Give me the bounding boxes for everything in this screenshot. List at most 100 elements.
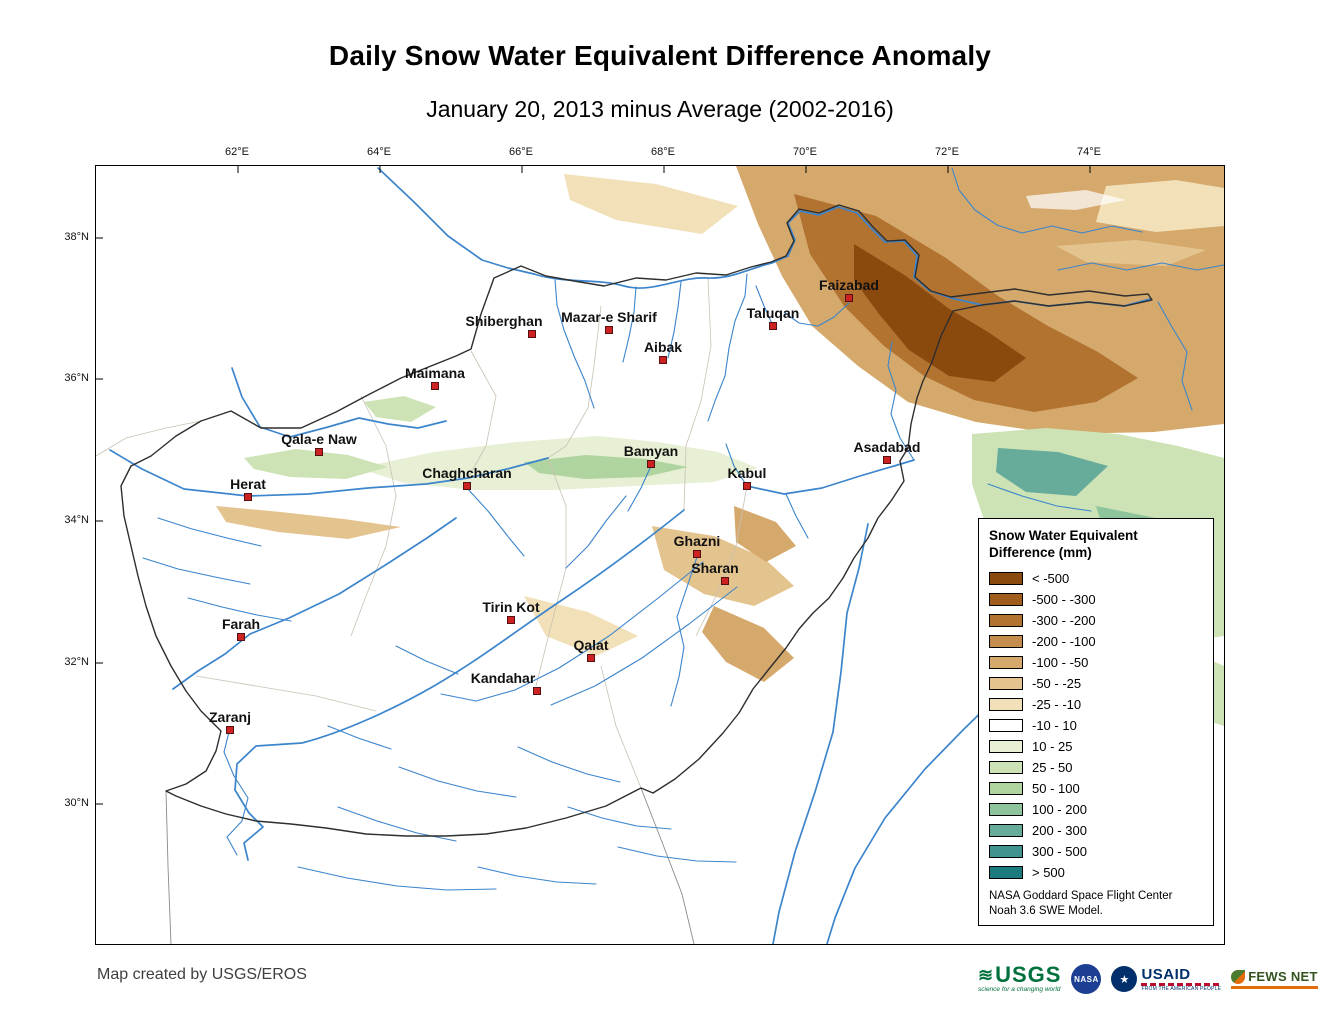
- city-label-mazar-e-sharif: Mazar-e Sharif: [561, 309, 657, 325]
- legend-label: -50 - -25: [1032, 675, 1082, 691]
- legend-swatch: [989, 655, 1023, 669]
- usaid-tagline: FROM THE AMERICAN PEOPLE: [1141, 985, 1222, 992]
- usaid-logo: ★ USAID FROM THE AMERICAN PEOPLE: [1111, 965, 1222, 992]
- lat-label: 34°N: [64, 514, 89, 526]
- usgs-logo-text: USGS: [995, 962, 1062, 988]
- city-marker-chaghcharan: [463, 482, 471, 490]
- admin-boundaries-layer: [96, 277, 748, 944]
- legend-label: < -500: [1032, 570, 1070, 586]
- city-label-qalat: Qalat: [573, 637, 608, 653]
- city-marker-ghazni: [693, 550, 701, 558]
- city-label-shiberghan: Shiberghan: [465, 313, 542, 329]
- page-subtitle: January 20, 2013 minus Average (2002-201…: [426, 96, 894, 122]
- city-label-kabul: Kabul: [728, 465, 767, 481]
- city-marker-faizabad: [845, 294, 853, 302]
- country-border-layer: [120, 204, 1153, 837]
- city-marker-farah: [237, 633, 245, 641]
- usaid-flag-bar: [1141, 982, 1222, 986]
- city-marker-mazar-e-sharif: [605, 326, 613, 334]
- city-marker-asadabad: [883, 456, 891, 464]
- legend-label: 50 - 100: [1032, 780, 1080, 796]
- lat-label: 36°N: [64, 372, 89, 384]
- legend-swatch: [989, 760, 1023, 774]
- terrain-layer: [216, 166, 1224, 726]
- fewsnet-underline-bar: [1231, 985, 1318, 989]
- city-label-herat: Herat: [230, 476, 266, 492]
- lon-label: 74°E: [1077, 146, 1101, 158]
- city-marker-kabul: [743, 482, 751, 490]
- legend-label: 100 - 200: [1032, 801, 1087, 817]
- legend-swatch: [989, 613, 1023, 627]
- credit-text: Map created by USGS/EROS: [97, 966, 307, 983]
- legend-row: -300 - -200: [989, 610, 1203, 631]
- legend-label: 10 - 25: [1032, 738, 1073, 754]
- usaid-logo-text: USAID: [1141, 965, 1191, 983]
- city-label-aibak: Aibak: [644, 339, 682, 355]
- map-canvas: Faizabad Taluqan Mazar-e Sharif Shiberghan A…: [96, 166, 1224, 944]
- legend-row: > 500: [989, 862, 1203, 883]
- legend-label: 200 - 300: [1032, 822, 1087, 838]
- legend-row: -100 - -50: [989, 652, 1203, 673]
- lon-label: 62°E: [225, 146, 249, 158]
- legend: Snow Water Equivalent Difference (mm) < …: [978, 518, 1214, 926]
- legend-swatch: [989, 634, 1023, 648]
- legend-swatch: [989, 718, 1023, 732]
- legend-row: -50 - -25: [989, 673, 1203, 694]
- city-label-zaranj: Zaranj: [209, 709, 251, 725]
- city-label-bamyan: Bamyan: [624, 443, 678, 459]
- legend-label: -300 - -200: [1032, 612, 1096, 628]
- city-label-qala-e-naw: Qala-e Naw: [281, 431, 357, 447]
- city-label-ghazni: Ghazni: [674, 533, 721, 549]
- city-label-farah: Farah: [222, 616, 260, 632]
- city-label-tirin-kot: Tirin Kot: [482, 599, 540, 615]
- legend-label: -10 - 10: [1032, 717, 1077, 733]
- legend-label: -25 - -10: [1032, 696, 1082, 712]
- legend-row: 10 - 25: [989, 736, 1203, 757]
- map-frame: Faizabad Taluqan Mazar-e Sharif Shiberghan A…: [95, 165, 1225, 945]
- city-label-chaghcharan: Chaghcharan: [422, 465, 511, 481]
- nasa-logo: NASA: [1071, 964, 1102, 994]
- lon-label: 64°E: [367, 146, 391, 158]
- graticule-ticks: [96, 166, 1091, 805]
- legend-row: 100 - 200: [989, 799, 1203, 820]
- legend-title-line1: Snow Water Equivalent: [989, 528, 1138, 543]
- city-marker-zaranj: [226, 726, 234, 734]
- fewsnet-logo-text: FEWS NET: [1248, 969, 1318, 984]
- city-marker-herat: [244, 493, 252, 501]
- city-marker-kandahar: [533, 687, 541, 695]
- legend-row: < -500: [989, 568, 1203, 589]
- legend-swatch: [989, 571, 1023, 585]
- legend-row: -10 - 10: [989, 715, 1203, 736]
- city-label-kandahar: Kandahar: [471, 670, 536, 686]
- logos: ≋ USGS science for a changing world NASA…: [978, 956, 1318, 1002]
- legend-label: 25 - 50: [1032, 759, 1073, 775]
- legend-swatch: [989, 592, 1023, 606]
- legend-row: 25 - 50: [989, 757, 1203, 778]
- lon-label: 70°E: [793, 146, 817, 158]
- usgs-logo: ≋ USGS science for a changing world: [978, 964, 1061, 994]
- legend-swatch: [989, 739, 1023, 753]
- city-marker-sharan: [721, 577, 729, 585]
- city-marker-qalat: [587, 654, 595, 662]
- legend-row: 200 - 300: [989, 820, 1203, 841]
- legend-note-line1: NASA Goddard Space Flight Center: [989, 889, 1173, 902]
- city-marker-shiberghan: [528, 330, 536, 338]
- legend-label: > 500: [1032, 864, 1065, 880]
- legend-note: NASA Goddard Space Flight Center Noah 3.…: [989, 889, 1203, 919]
- city-marker-maimana: [431, 382, 439, 390]
- usgs-wave-icon: ≋: [978, 965, 994, 986]
- legend-swatch: [989, 676, 1023, 690]
- legend-row: 300 - 500: [989, 841, 1203, 862]
- city-marker-bamyan: [647, 460, 655, 468]
- city-label-sharan: Sharan: [691, 560, 738, 576]
- legend-row: -25 - -10: [989, 694, 1203, 715]
- city-label-taluqan: Taluqan: [747, 305, 800, 321]
- nasa-logo-text: NASA: [1074, 974, 1099, 984]
- city-marker-aibak: [659, 356, 667, 364]
- legend-swatch: [989, 802, 1023, 816]
- lon-label: 72°E: [935, 146, 959, 158]
- lat-label: 38°N: [64, 231, 89, 243]
- legend-title-line2: Difference (mm): [989, 544, 1092, 560]
- city-marker-qala-e-naw: [315, 448, 323, 456]
